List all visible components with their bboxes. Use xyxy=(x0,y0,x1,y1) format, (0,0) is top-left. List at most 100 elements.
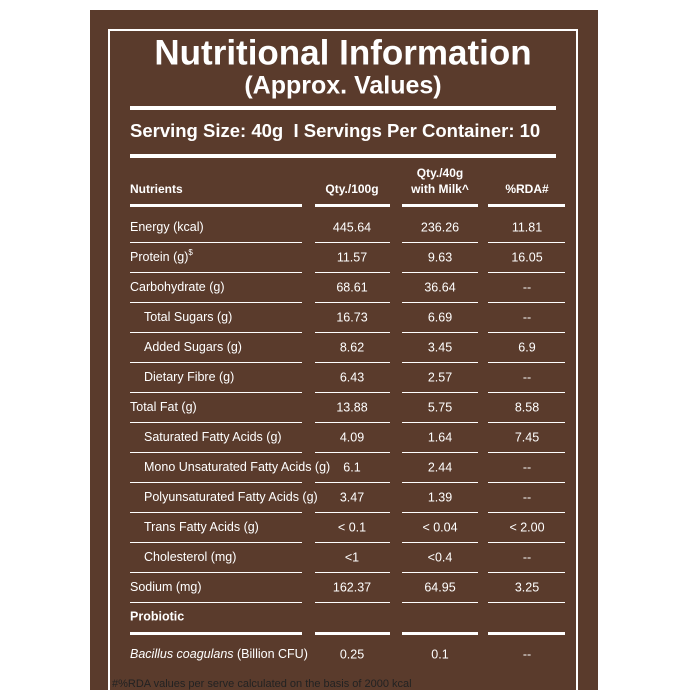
nutrient-value: 6.1 xyxy=(343,460,360,474)
row-rule xyxy=(488,512,565,513)
row-rule xyxy=(315,204,390,207)
row-rule xyxy=(315,512,390,513)
row-rule xyxy=(315,602,390,603)
row-rule xyxy=(402,332,478,333)
section-title: Probiotic xyxy=(130,609,184,623)
row-rule xyxy=(130,362,302,363)
nutrient-value: -- xyxy=(523,370,531,384)
row-rule xyxy=(488,362,565,363)
row-rule xyxy=(315,482,390,483)
nutrient-value: -- xyxy=(523,647,531,661)
nutrient-value: 6.43 xyxy=(340,370,364,384)
title: Nutritional Information xyxy=(154,33,531,72)
row-rule xyxy=(315,332,390,333)
nutrient-name: Protein (g) xyxy=(130,250,188,264)
row-rule xyxy=(488,392,565,393)
row-rule xyxy=(130,542,302,543)
row-rule xyxy=(488,542,565,543)
nutrient-value: 2.57 xyxy=(428,370,452,384)
row-rule xyxy=(488,332,565,333)
nutrient-name: Polyunsaturated Fatty Acids (g) xyxy=(144,490,318,504)
row-rule xyxy=(130,572,302,573)
nutrient-value: 3.45 xyxy=(428,340,452,354)
rule xyxy=(130,154,556,158)
nutrient-value: 6.69 xyxy=(428,310,452,324)
nutrient-value: -- xyxy=(523,280,531,294)
nutrient-value: <0.4 xyxy=(428,550,453,564)
nutrient-value: -- xyxy=(523,490,531,504)
row-rule xyxy=(130,392,302,393)
nutrient-label: Dietary Fibre (g) xyxy=(144,370,234,384)
row-rule xyxy=(488,602,565,603)
row-rule xyxy=(488,572,565,573)
row-rule xyxy=(130,272,302,273)
nutrient-value: 11.57 xyxy=(337,250,367,264)
row-rule xyxy=(315,542,390,543)
nutrient-value: 8.62 xyxy=(340,340,364,354)
row-rule xyxy=(402,482,478,483)
nutrient-value: -- xyxy=(523,460,531,474)
nutrient-value: -- xyxy=(523,550,531,564)
nutrient-value: 6.9 xyxy=(518,340,535,354)
row-rule xyxy=(402,272,478,273)
nutrient-label: Bacillus coagulans (Billion CFU) xyxy=(130,647,308,661)
nutrient-value: 4.09 xyxy=(340,430,364,444)
row-rule xyxy=(488,204,565,207)
row-rule xyxy=(402,632,478,635)
nutrient-value: -- xyxy=(523,310,531,324)
nutrient-value: 16.05 xyxy=(511,250,542,264)
row-rule xyxy=(130,204,302,207)
nutrient-label: Protein (g)$ xyxy=(130,248,193,264)
row-rule xyxy=(488,482,565,483)
nutrient-name: Mono Unsaturated Fatty Acids (g) xyxy=(144,460,330,474)
row-rule xyxy=(315,422,390,423)
nutrient-value: < 0.04 xyxy=(422,520,457,534)
nutrient-value: 11.81 xyxy=(512,220,542,234)
nutrient-italic: Bacillus coagulans xyxy=(130,647,234,661)
nutrient-value: 5.75 xyxy=(428,400,452,414)
row-rule xyxy=(315,572,390,573)
row-rule xyxy=(315,272,390,273)
row-rule xyxy=(402,572,478,573)
row-rule xyxy=(488,632,565,635)
row-rule xyxy=(130,482,302,483)
nutrient-label: Added Sugars (g) xyxy=(144,340,242,354)
row-rule xyxy=(130,302,302,303)
nutrient-name: Dietary Fibre (g) xyxy=(144,370,234,384)
nutrient-value: 13.88 xyxy=(336,400,367,414)
nutrient-value: 3.47 xyxy=(340,490,364,504)
row-rule xyxy=(130,242,302,243)
row-rule xyxy=(315,242,390,243)
nutrient-value: 7.45 xyxy=(515,430,539,444)
column-header: Qty./100g xyxy=(325,182,378,196)
row-rule xyxy=(402,452,478,453)
nutrient-name: (Billion CFU) xyxy=(234,647,308,661)
nutrient-value: 1.39 xyxy=(428,490,452,504)
row-rule xyxy=(488,272,565,273)
nutrient-name: Sodium (mg) xyxy=(130,580,202,594)
row-rule xyxy=(402,512,478,513)
footnote: #%RDA values per serve calculated on the… xyxy=(112,678,412,690)
nutrient-name: Energy (kcal) xyxy=(130,220,204,234)
nutrient-name: Carbohydrate (g) xyxy=(130,280,225,294)
nutrient-label: Saturated Fatty Acids (g) xyxy=(144,430,282,444)
row-rule xyxy=(488,422,565,423)
row-rule xyxy=(315,392,390,393)
nutrient-value: 1.64 xyxy=(428,430,452,444)
nutrient-label: Sodium (mg) xyxy=(130,580,202,594)
inner-border xyxy=(108,29,578,700)
nutrient-value: 64.95 xyxy=(424,580,455,594)
row-rule xyxy=(402,392,478,393)
row-rule xyxy=(402,242,478,243)
nutrient-label: Total Sugars (g) xyxy=(144,310,232,324)
nutrient-value: 16.73 xyxy=(336,310,367,324)
nutrient-name: Cholesterol (mg) xyxy=(144,550,236,564)
nutrient-value: <1 xyxy=(345,550,359,564)
row-rule xyxy=(488,302,565,303)
row-rule xyxy=(315,302,390,303)
nutrient-value: 68.61 xyxy=(336,280,367,294)
nutrient-label: Mono Unsaturated Fatty Acids (g) xyxy=(144,460,330,474)
nutrient-label: Total Fat (g) xyxy=(130,400,197,414)
